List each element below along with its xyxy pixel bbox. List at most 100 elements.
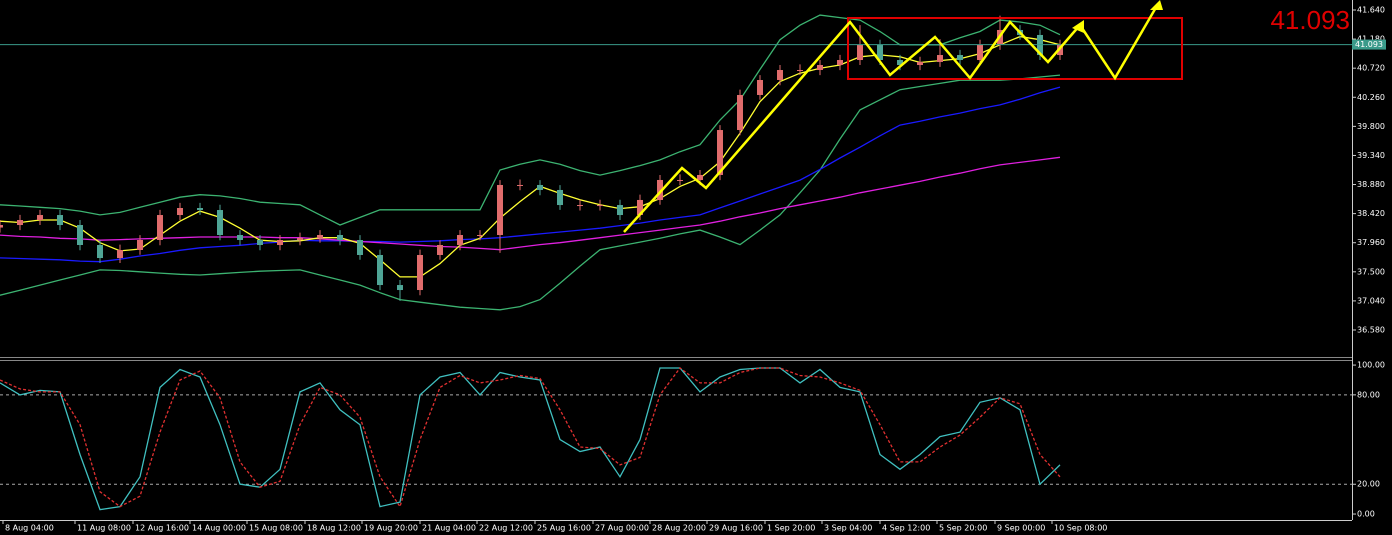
candle-body (557, 189, 563, 206)
candle-body (937, 55, 943, 62)
candle-body (337, 235, 343, 241)
price-tag (1352, 39, 1386, 50)
candle-body (397, 285, 403, 291)
y-tick-label: 37.500 (1357, 267, 1385, 276)
y-tick-label: 0.00 (1357, 510, 1375, 519)
candle-body (497, 184, 503, 236)
indicator-line (0, 35, 1061, 278)
indicator-line (0, 367, 1061, 509)
candle-body (657, 179, 663, 200)
forecast-zigzag (623, 3, 1160, 233)
x-tick-label: 9 Sep 00:00 (997, 524, 1045, 533)
x-tick-label: 5 Sep 20:00 (939, 524, 987, 533)
x-tick-label: 28 Aug 20:00 (652, 524, 706, 533)
y-tick-label: 100.00 (1357, 361, 1385, 370)
y-tick-label: 37.040 (1357, 296, 1385, 305)
x-tick-label: 12 Aug 16:00 (135, 524, 189, 533)
candle-body (197, 208, 203, 211)
y-tick-label: 38.420 (1357, 209, 1385, 218)
candle-body (537, 184, 543, 190)
x-tick-label: 29 Aug 16:00 (709, 524, 763, 533)
candle-body (477, 235, 483, 237)
candle-body (917, 61, 923, 66)
candle-body (717, 130, 723, 175)
x-tick-label: 11 Aug 08:00 (77, 524, 131, 533)
candle-body (157, 215, 163, 241)
x-tick-label: 21 Aug 04:00 (422, 524, 476, 533)
candle-body (817, 65, 823, 71)
candle-body (777, 70, 783, 81)
candle-body (257, 240, 263, 245)
x-tick-label: 1 Sep 20:00 (767, 524, 815, 533)
candle-body (377, 254, 383, 286)
candle-body (317, 235, 323, 238)
range-box (847, 17, 1183, 80)
candle-body (577, 205, 583, 207)
x-tick-label: 22 Aug 12:00 (479, 524, 533, 533)
candle-body (417, 254, 423, 291)
indicator-line (0, 156, 1061, 251)
y-tick-label: 39.800 (1357, 122, 1385, 131)
y-tick-label: 20.00 (1357, 480, 1380, 489)
candle-body (137, 240, 143, 250)
candle-body (897, 60, 903, 66)
candle-body (857, 44, 863, 61)
indicator-line (0, 74, 1061, 311)
candle-body (77, 225, 83, 245)
y-tick-label: 39.340 (1357, 151, 1385, 160)
candle-body (297, 237, 303, 241)
y-tick-label: 38.880 (1357, 180, 1385, 189)
candle-body (837, 60, 843, 66)
candle-body (637, 199, 643, 216)
x-tick-label: 19 Aug 20:00 (364, 524, 418, 533)
x-tick-label: 14 Aug 00:00 (192, 524, 246, 533)
candle-body (737, 94, 743, 131)
price-tag-label: 41.093 (1355, 40, 1383, 49)
y-tick-label: 40.720 (1357, 64, 1385, 73)
plot-layer: 41.640 41.180 40.720 40.260 39.800 39.340 38.8… (0, 5, 1386, 533)
indicator-line (0, 14, 1061, 226)
arrow-head (1150, 0, 1163, 10)
candle-body (0, 225, 3, 228)
candle-body (237, 235, 243, 241)
candle-body (277, 240, 283, 245)
indicator-line (0, 86, 1061, 263)
candle-body (977, 44, 983, 61)
candle-body (437, 244, 443, 255)
y-tick-label: 41.640 (1357, 5, 1385, 14)
x-tick-label: 3 Sep 04:00 (824, 524, 872, 533)
candle-body (357, 240, 363, 255)
candle-body (177, 208, 183, 216)
x-tick-label: 27 Aug 00:00 (595, 524, 649, 533)
candle-body (37, 215, 43, 221)
candle-body (17, 220, 23, 226)
indicator-line (0, 367, 1061, 511)
x-tick-label: 10 Sep 08:00 (1054, 524, 1107, 533)
candle-body (457, 235, 463, 245)
x-tick-label: 4 Sep 12:00 (882, 524, 930, 533)
candle-body (57, 215, 63, 226)
candle-body (617, 205, 623, 216)
candle-body (757, 80, 763, 95)
candle-body (217, 210, 223, 236)
candle-body (797, 70, 803, 72)
candle-body (697, 174, 703, 180)
x-tick-label: 15 Aug 08:00 (249, 524, 303, 533)
y-tick-label: 37.960 (1357, 238, 1385, 247)
candle-body (117, 249, 123, 259)
y-tick-label: 80.00 (1357, 390, 1380, 399)
candle-body (517, 184, 523, 186)
y-tick-label: 40.260 (1357, 93, 1385, 102)
candle-body (597, 205, 603, 207)
x-tick-label: 25 Aug 16:00 (537, 524, 591, 533)
candle-body (97, 244, 103, 259)
y-tick-label: 41.180 (1357, 35, 1385, 44)
arrow-head (1072, 20, 1084, 33)
candle-body (677, 179, 683, 181)
price-callout: 41.093 (1270, 5, 1350, 35)
y-tick-label: 36.580 (1357, 325, 1385, 334)
candle-body (957, 55, 963, 61)
x-tick-label: 18 Aug 12:00 (307, 524, 361, 533)
candle-body (877, 44, 883, 61)
